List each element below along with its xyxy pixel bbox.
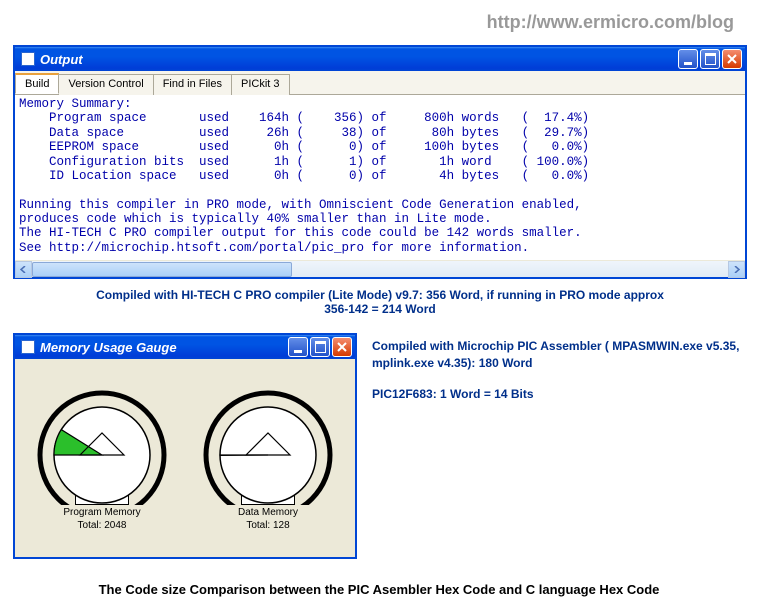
gauge-dial-1 [198,385,338,505]
gauge-minimize-button[interactable] [288,337,308,357]
caption-hitech-line2: 356-142 = 214 Word [324,302,436,316]
output-app-icon [21,52,35,66]
gauge-body: 180Program MemoryTotal: 2048 0Data Memor… [15,359,355,557]
gauge-0: 180Program MemoryTotal: 2048 [32,385,172,531]
assembler-info: Compiled with Microchip PIC Assembler ( … [372,338,742,402]
assembler-info-line1: Compiled with Microchip PIC Assembler ( … [372,338,742,372]
output-body: Memory Summary: Program space used 164h … [15,95,745,260]
watermark-url: http://www.ermicro.com/blog [487,12,734,33]
tab-version-control[interactable]: Version Control [58,74,153,95]
output-titlebar[interactable]: Output [15,47,745,71]
scroll-left-button[interactable] [15,261,32,278]
gauge-label-1: Data Memory [238,507,298,518]
horizontal-scrollbar[interactable] [15,260,745,277]
gauge-dial-0 [32,385,172,505]
assembler-info-line2: PIC12F683: 1 Word = 14 Bits [372,386,742,403]
close-button[interactable] [722,49,742,69]
minimize-button[interactable] [678,49,698,69]
maximize-button[interactable] [700,49,720,69]
caption-hitech: Compiled with HI-TECH C PRO compiler (Li… [14,288,746,316]
gauge-close-button[interactable] [332,337,352,357]
gauge-1: 0Data MemoryTotal: 128 [198,385,338,531]
tab-pickit-3[interactable]: PICkit 3 [231,74,290,95]
gauge-total-0: Total: 2048 [78,520,127,531]
caption-hitech-line1: Compiled with HI-TECH C PRO compiler (Li… [96,288,664,302]
gauge-maximize-button[interactable] [310,337,330,357]
chevron-right-icon [733,266,740,273]
tab-build[interactable]: Build [15,73,59,94]
gauge-total-1: Total: 128 [246,520,289,531]
gauge-label-0: Program Memory [63,507,140,518]
gauge-app-icon [21,340,35,354]
tab-find-in-files[interactable]: Find in Files [153,74,232,95]
memory-gauge-window: Memory Usage Gauge 180Program MemoryTota… [14,334,356,558]
scroll-right-button[interactable] [728,261,745,278]
tab-strip: BuildVersion ControlFind in FilesPICkit … [15,71,745,95]
chevron-left-icon [20,266,27,273]
gauge-title: Memory Usage Gauge [40,340,288,355]
output-title: Output [40,52,678,67]
scroll-thumb[interactable] [32,262,292,277]
bottom-caption: The Code size Comparison between the PIC… [0,582,758,597]
gauge-titlebar[interactable]: Memory Usage Gauge [15,335,355,359]
output-window: Output BuildVersion ControlFind in Files… [14,46,746,278]
scroll-track[interactable] [32,261,728,277]
